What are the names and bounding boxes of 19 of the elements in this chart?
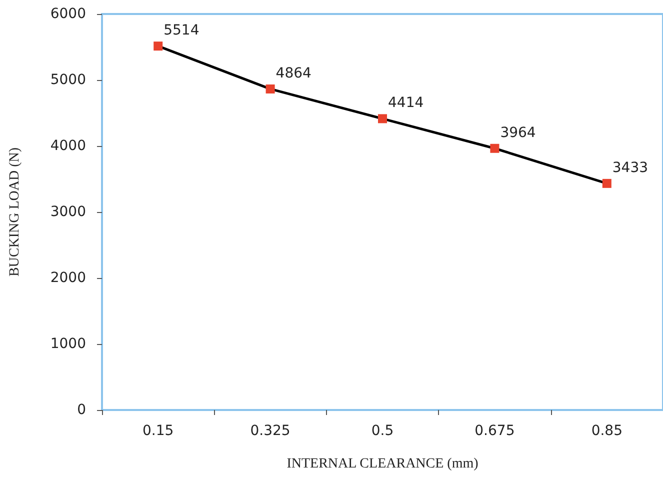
- data-label: 5514: [164, 22, 200, 39]
- y-tick-label: 6000: [50, 6, 86, 22]
- y-axis-title: BUCKING LOAD (N): [8, 147, 22, 277]
- x-tick-label: 0.675: [474, 423, 515, 439]
- y-tick-label: 4000: [50, 138, 86, 154]
- x-tick-label: 0.5: [371, 423, 394, 439]
- y-tick-label: 2000: [50, 270, 86, 286]
- data-label: 4864: [276, 65, 312, 82]
- x-tick-label: 0.15: [142, 423, 174, 439]
- y-tick-label: 0: [77, 402, 86, 418]
- x-axis-title: INTERNAL CLEARANCE (mm): [286, 456, 479, 472]
- y-tick-label: 3000: [50, 204, 86, 220]
- data-label: 4414: [388, 95, 424, 112]
- data-label: 3433: [612, 160, 648, 176]
- y-tick-label: 5000: [50, 72, 86, 88]
- y-tick-label: 1000: [50, 336, 86, 352]
- data-label: 3964: [500, 124, 536, 141]
- x-tick-label: 0.325: [250, 423, 290, 439]
- x-tick-label: 0.85: [591, 423, 622, 439]
